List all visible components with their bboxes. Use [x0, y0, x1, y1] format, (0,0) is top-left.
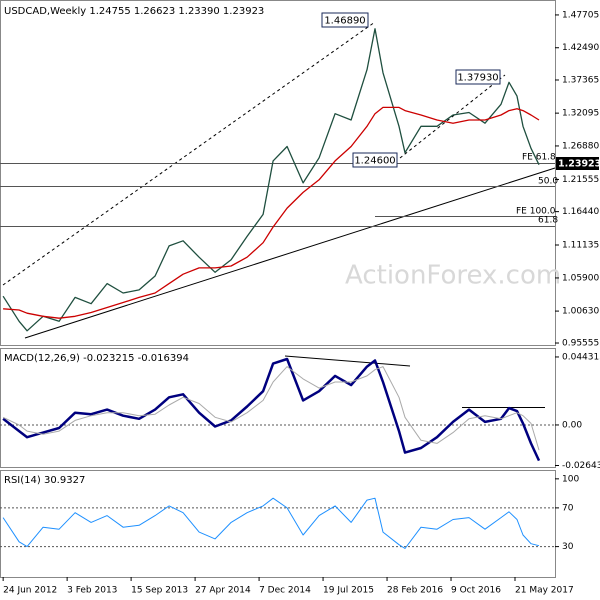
annotation: FE 61.8: [522, 153, 556, 163]
series-line: [2, 497, 540, 549]
label-box: [455, 69, 501, 85]
series-line: [2, 366, 540, 451]
annotation: 50.0: [538, 177, 558, 187]
divergence-line: [284, 355, 411, 367]
y-tick-label: 100: [562, 474, 579, 484]
y-tick-label: 1.32095: [562, 109, 599, 119]
trend-channel: [2, 21, 376, 286]
rsi-panel: [0, 470, 556, 578]
annotation: FE 100.0: [516, 207, 556, 217]
y-tick-label: 1.37365: [562, 75, 599, 85]
trend-channel: [399, 74, 506, 159]
x-tick-label: 9 Oct 2016: [451, 586, 501, 596]
label-box: [352, 152, 398, 168]
y-tick-label: 0.00: [562, 420, 582, 430]
x-tick-label: 21 May 2017: [515, 586, 574, 596]
annotation: 1.24600: [354, 156, 395, 167]
y-tick-label: -0.026431: [562, 461, 600, 471]
x-tick-label: 15 Sep 2013: [131, 586, 188, 596]
x-tick-label: 7 Dec 2014: [259, 586, 311, 596]
price-panel: [0, 0, 556, 346]
price-tag: [556, 157, 599, 170]
y-tick-label: 70: [562, 503, 574, 513]
y-tick-label: 1.00630: [562, 307, 599, 317]
y-tick-label: 1.21555: [562, 175, 599, 185]
y-tick-label: 1.42490: [562, 43, 599, 53]
y-tick-label: 0.044313: [562, 352, 600, 362]
x-tick-label: 27 Apr 2014: [195, 586, 251, 596]
panel-title: MACD(12,26,9) -0.023215 -0.016394: [4, 353, 189, 364]
y-tick-label: 1.26880: [562, 141, 599, 151]
x-tick-label: 3 Feb 2013: [67, 586, 117, 596]
y-tick-label: 1.05900: [562, 273, 599, 283]
x-tick-label: 24 Jun 2012: [3, 586, 57, 596]
x-tick-label: 19 Jul 2015: [323, 586, 374, 596]
series-line: [2, 28, 540, 332]
series-line: [2, 357, 541, 462]
panel-title: USDCAD,Weekly 1.24755 1.26623 1.23390 1.…: [4, 6, 264, 17]
series-line: [3, 106, 540, 319]
y-tick-label: 1.16440: [562, 207, 599, 217]
y-tick-label: 30: [562, 542, 574, 552]
label-box: [321, 12, 369, 28]
price-tag-label: 1.23923: [558, 159, 600, 170]
panel-title: RSI(14) 30.9327: [4, 475, 85, 486]
y-tick-label: 1.11135: [562, 241, 599, 251]
annotation: 1.37930: [457, 73, 498, 84]
x-tick-label: 28 Feb 2016: [387, 586, 443, 596]
trend-line: [24, 167, 556, 339]
annotation: 1.46890: [324, 16, 365, 27]
watermark: ActionForex.com: [345, 261, 561, 291]
y-tick-label: 0.95555: [562, 339, 599, 349]
annotation: 61.8: [538, 216, 558, 226]
y-tick-label: 1.47705: [562, 10, 599, 20]
